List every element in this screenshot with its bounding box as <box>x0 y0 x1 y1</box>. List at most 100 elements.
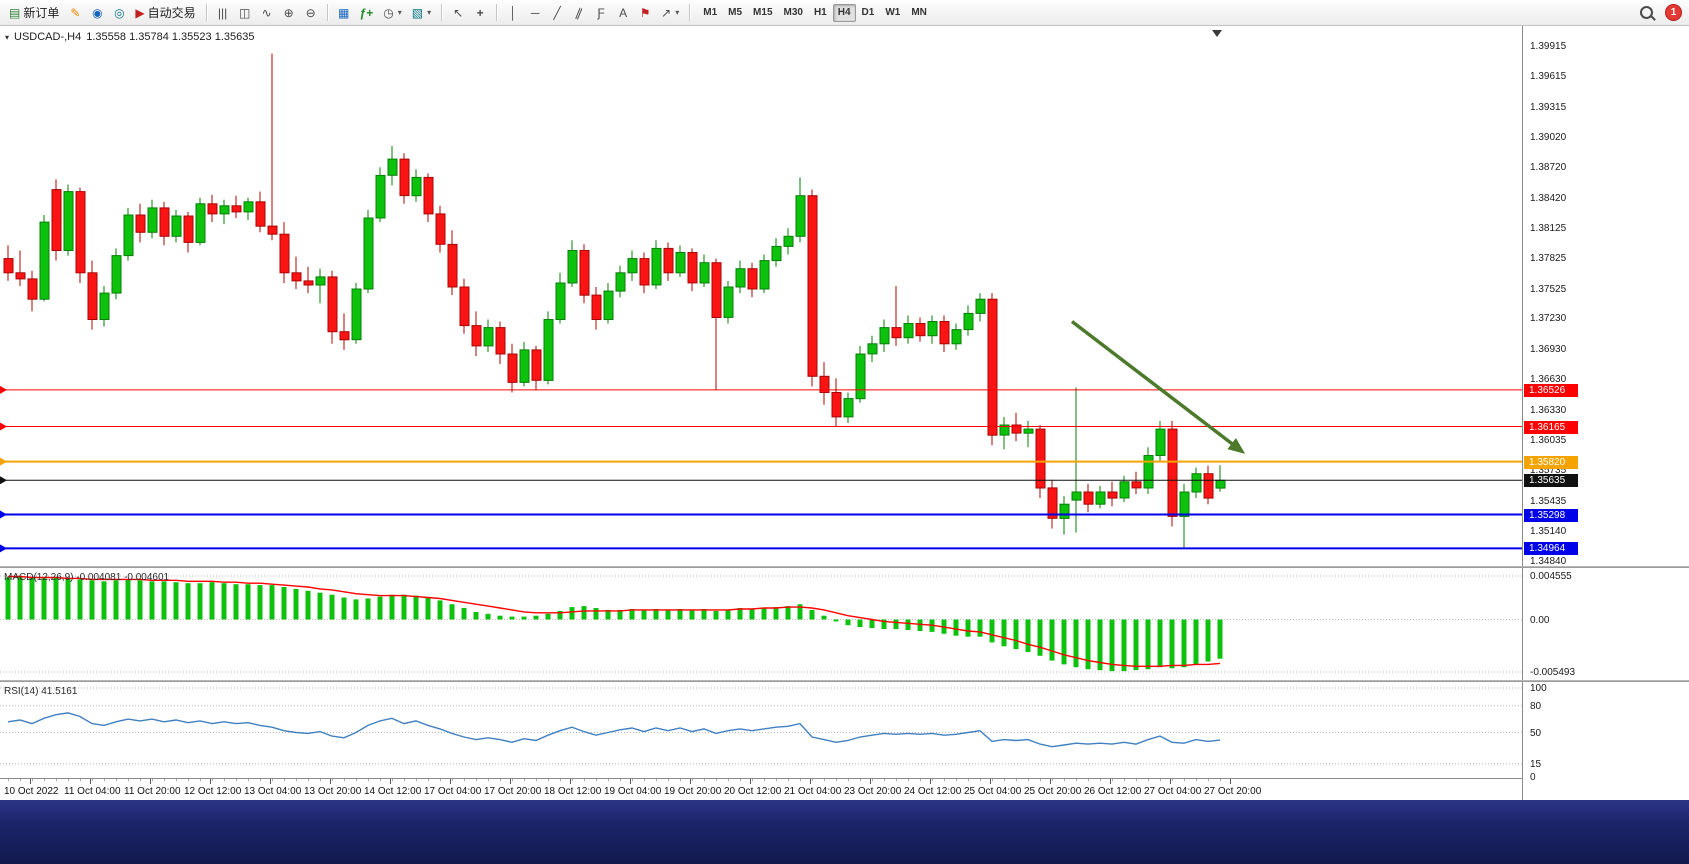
time-axis[interactable]: 10 Oct 2022 11 Oct 04:00 11 Oct 20:00 12 Oc… <box>0 778 1522 801</box>
candlestick-button[interactable]: ◫ <box>235 3 255 23</box>
chart-shift-marker[interactable] <box>1212 30 1222 37</box>
time-tick <box>750 779 751 784</box>
new-order-button[interactable]: ▤ 新订单 <box>5 3 63 23</box>
price-axis-label: 1.38420 <box>1530 193 1567 204</box>
time-minor-tick <box>392 779 393 781</box>
crosshair-button[interactable]: + <box>470 3 490 23</box>
metaeditor-icon: ✎ <box>70 5 81 20</box>
main-chart[interactable] <box>0 26 1522 566</box>
time-minor-tick <box>992 779 993 781</box>
time-minor-tick <box>1004 779 1005 781</box>
timeframe-H1[interactable]: H1 <box>809 4 832 22</box>
time-minor-tick <box>512 779 513 781</box>
periods-button[interactable]: ◷ ▾ <box>379 3 406 23</box>
bar-chart-button[interactable]: ||| <box>213 3 233 23</box>
time-minor-tick <box>1208 779 1209 781</box>
time-minor-tick <box>272 779 273 781</box>
timeframe-M15[interactable]: M15 <box>748 4 777 22</box>
price-tag[interactable]: 1.34964 <box>1524 542 1578 555</box>
cursor-button[interactable]: ↖ <box>448 3 468 23</box>
time-minor-tick <box>644 779 645 781</box>
panel-splitter[interactable] <box>0 680 1689 682</box>
time-tick <box>450 779 451 784</box>
price-axis-label: 1.37525 <box>1530 284 1567 295</box>
line-chart-button[interactable]: ∿ <box>257 3 277 23</box>
timeframe-M5[interactable]: M5 <box>723 4 747 22</box>
crosshair-icon: + <box>476 5 484 20</box>
periods-icon: ◷ <box>383 5 394 20</box>
market-button[interactable]: ◎ <box>109 3 129 23</box>
arrows-button[interactable]: ↗ ▾ <box>657 3 683 23</box>
time-minor-tick <box>1196 779 1197 781</box>
time-minor-tick <box>92 779 93 781</box>
rsi-axis-label: 15 <box>1530 759 1542 770</box>
time-minor-tick <box>596 779 597 781</box>
price-tag[interactable]: 1.35820 <box>1524 456 1578 469</box>
zoom-out-button[interactable]: ⊖ <box>301 3 321 23</box>
text-label-button[interactable]: ⚑ <box>635 3 655 23</box>
time-minor-tick <box>128 779 129 781</box>
timeframe-D1[interactable]: D1 <box>857 4 880 22</box>
text-label-icon: ⚑ <box>639 5 651 20</box>
time-minor-tick <box>416 779 417 781</box>
price-tag[interactable]: 1.36526 <box>1524 384 1578 397</box>
time-minor-tick <box>1172 779 1173 781</box>
time-minor-tick <box>20 779 21 781</box>
time-minor-tick <box>188 779 189 781</box>
text-button[interactable]: A <box>613 3 633 23</box>
toolbar-separator <box>326 4 328 21</box>
chart-menu-icon[interactable]: ▾ <box>5 32 10 42</box>
metaeditor-button[interactable]: ✎ <box>65 3 85 23</box>
chart-title: ▾ USDCAD-,H4 1.35558 1.35784 1.35523 1.3… <box>5 31 254 43</box>
tile-windows-button[interactable]: ▦ <box>334 3 354 23</box>
main-toolbar: ▤ 新订单 ✎ ◉ ◎ ▶ 自动交易 ||| ◫ ∿ ⊕ ⊖ ▦ ƒ+ ◷ ▾ … <box>0 0 1689 26</box>
vertical-line-button[interactable]: │ <box>503 3 523 23</box>
trendline-button[interactable]: ╱ <box>547 3 567 23</box>
price-axis-label: 1.37230 <box>1530 313 1567 324</box>
mql5-community-icon: ◉ <box>92 5 103 20</box>
hlines-layer[interactable] <box>0 385 1522 553</box>
search-icon[interactable] <box>1640 6 1653 19</box>
price-tag[interactable]: 1.35298 <box>1524 509 1578 522</box>
timeframe-MN[interactable]: MN <box>906 4 932 22</box>
zoom-in-button[interactable]: ⊕ <box>279 3 299 23</box>
mql5-community-button[interactable]: ◉ <box>87 3 107 23</box>
timeframe-M30[interactable]: M30 <box>779 4 808 22</box>
timeframe-W1[interactable]: W1 <box>880 4 905 22</box>
time-minor-tick <box>656 779 657 781</box>
auto-trading-button[interactable]: ▶ 自动交易 <box>131 3 199 23</box>
zoom-out-icon: ⊖ <box>305 5 316 20</box>
time-minor-tick <box>980 779 981 781</box>
time-axis-label: 19 Oct 20:00 <box>664 786 722 797</box>
notification-badge[interactable]: 1 <box>1665 4 1682 21</box>
time-minor-tick <box>872 779 873 781</box>
time-minor-tick <box>284 779 285 781</box>
panel-splitter[interactable] <box>0 566 1689 568</box>
price-axis-label: 1.36035 <box>1530 435 1567 446</box>
time-minor-tick <box>404 779 405 781</box>
timeframe-M1[interactable]: M1 <box>698 4 722 22</box>
time-minor-tick <box>344 779 345 781</box>
macd-chart[interactable] <box>0 568 1522 680</box>
candles-layer <box>3 53 1226 549</box>
auto-trading-icon: ▶ <box>135 5 145 20</box>
indicators-button[interactable]: ƒ+ <box>356 3 378 23</box>
time-minor-tick <box>428 779 429 781</box>
time-minor-tick <box>236 779 237 781</box>
time-minor-tick <box>896 779 897 781</box>
horizontal-line-button[interactable]: ─ <box>525 3 545 23</box>
time-minor-tick <box>32 779 33 781</box>
time-minor-tick <box>788 779 789 781</box>
time-minor-tick <box>308 779 309 781</box>
price-tag[interactable]: 1.36165 <box>1524 421 1578 434</box>
time-minor-tick <box>380 779 381 781</box>
timeframe-H4[interactable]: H4 <box>832 3 856 22</box>
price-tag[interactable]: 1.35635 <box>1524 474 1578 487</box>
templates-button[interactable]: ▧ ▾ <box>408 3 435 23</box>
rsi-chart[interactable] <box>0 682 1522 777</box>
time-axis-label: 18 Oct 12:00 <box>544 786 602 797</box>
channel-button[interactable]: ∥ <box>569 3 589 23</box>
trend-arrow[interactable] <box>1070 320 1246 454</box>
templates-icon: ▧ <box>411 5 424 20</box>
fibonacci-button[interactable]: Ƒ <box>591 3 611 23</box>
